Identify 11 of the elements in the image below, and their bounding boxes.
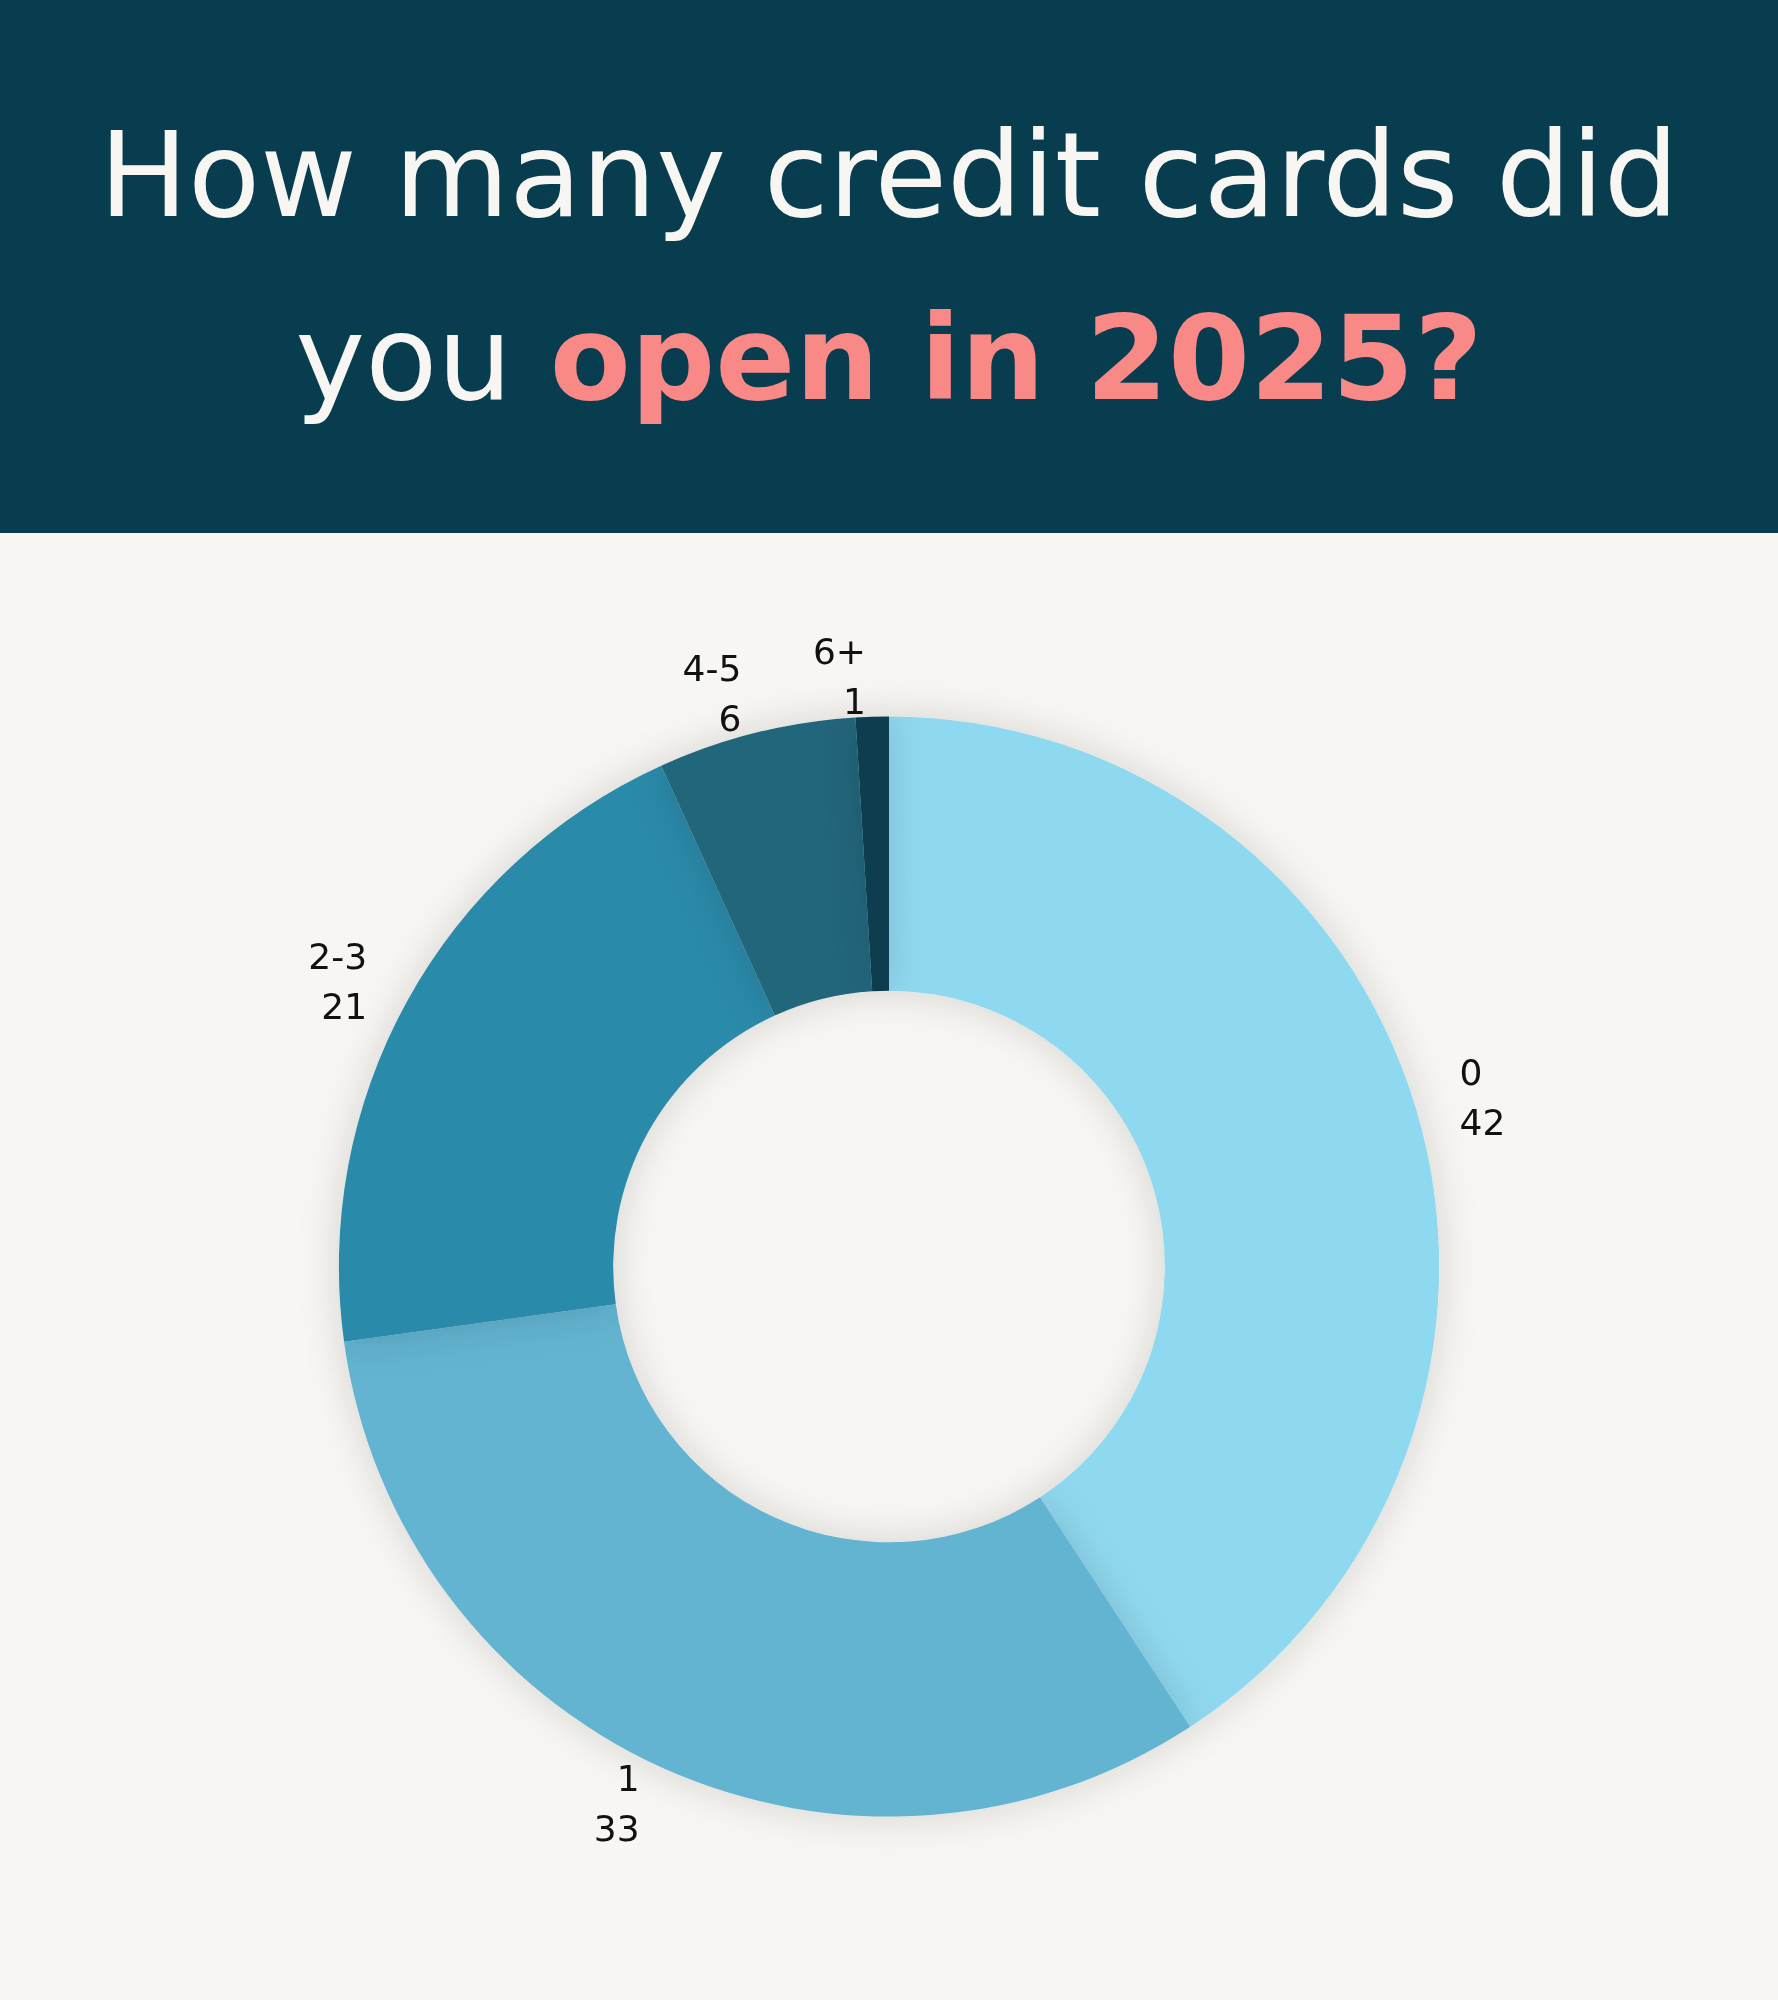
data-label: 1	[843, 681, 866, 723]
data-label: 42	[1459, 1102, 1506, 1144]
slice-label: 0	[1459, 1052, 1483, 1094]
slice-label: 1	[616, 1758, 640, 1800]
slice-label: 2-3	[308, 936, 368, 978]
data-label: 6	[718, 698, 742, 740]
data-label: 33	[593, 1808, 640, 1850]
chart-title: How many credit cards did you open in 2025?	[99, 105, 1679, 427]
data-label: 21	[321, 986, 368, 1028]
slice-label: 6+	[812, 631, 866, 673]
slice-label: 4-5	[682, 648, 742, 690]
